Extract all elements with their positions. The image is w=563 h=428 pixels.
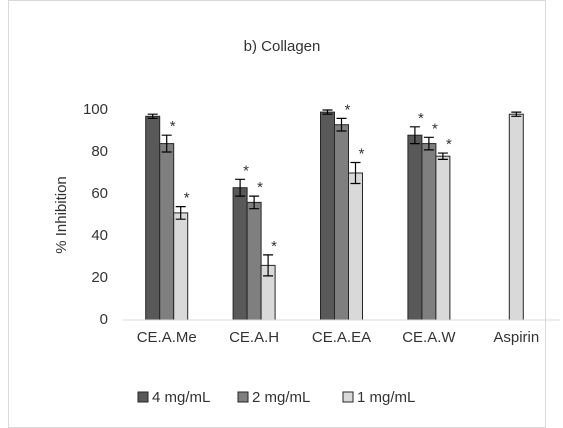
legend-label: 4 mg/mL [152, 389, 210, 406]
legend-swatch [237, 391, 249, 403]
bar [232, 187, 248, 321]
error-bar [350, 161, 361, 185]
significance-label: * [359, 145, 365, 162]
error-bar [322, 109, 333, 115]
bar [173, 212, 189, 321]
y-tick-label: 0 [100, 311, 108, 328]
x-tick-label: Aspirin [493, 329, 539, 346]
error-bar [235, 178, 246, 197]
significance-label: * [432, 120, 438, 137]
bar [508, 113, 524, 321]
y-tick-label: 60 [91, 185, 108, 202]
significance-label: * [243, 162, 249, 179]
chart-border [8, 0, 546, 428]
significance-label: * [184, 190, 190, 207]
error-bar [409, 126, 420, 145]
error-bar [263, 254, 274, 277]
y-tick-label: 20 [91, 269, 108, 286]
legend-label: 1 mg/mL [357, 389, 415, 406]
bar [407, 134, 423, 321]
error-bar [147, 113, 158, 119]
x-tick-label: CE.A.W [402, 329, 456, 346]
error-bar [161, 134, 172, 153]
significance-label: * [446, 136, 452, 153]
bar [421, 143, 437, 321]
bar [435, 155, 451, 321]
bar [159, 143, 175, 321]
bar [348, 172, 363, 321]
error-bar [175, 206, 186, 220]
bar [320, 111, 335, 321]
significance-label: * [170, 118, 176, 135]
y-axis-label: % Inhibition [53, 176, 70, 254]
error-bar [423, 136, 434, 151]
legend-swatch [137, 391, 149, 403]
x-tick-label: CE.A.Me [137, 329, 197, 346]
error-bar [336, 117, 347, 132]
significance-label: * [271, 238, 277, 255]
bar [246, 201, 262, 321]
error-bar [437, 152, 448, 160]
x-tick-label: CE.A.EA [312, 329, 371, 346]
y-tick-label: 100 [83, 101, 108, 118]
legend-swatch [342, 391, 354, 403]
significance-label: * [345, 101, 351, 118]
legend-label: 2 mg/mL [252, 389, 310, 406]
bar [145, 115, 161, 321]
x-tick-label: CE.A.H [229, 329, 279, 346]
significance-label: * [257, 179, 263, 196]
error-bar [249, 195, 260, 210]
chart-title: b) Collagen [244, 38, 321, 55]
error-bar [511, 111, 522, 117]
y-tick-label: 40 [91, 227, 108, 244]
bar [334, 124, 349, 321]
y-tick-label: 80 [91, 143, 108, 160]
significance-label: * [418, 110, 424, 127]
